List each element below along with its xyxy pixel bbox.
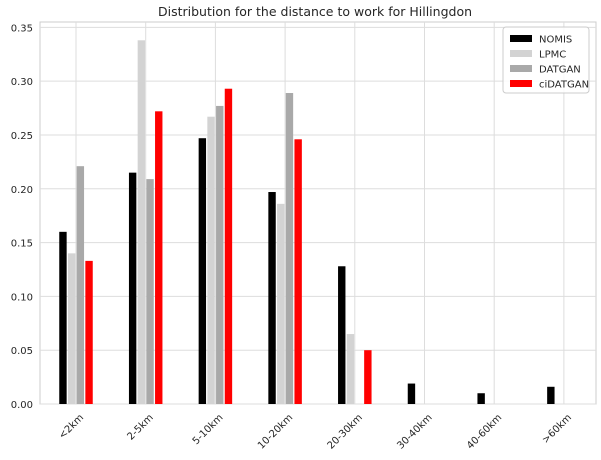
legend-swatch bbox=[510, 65, 532, 72]
y-tick-label: 0.00 bbox=[11, 400, 33, 411]
bar-lpmc bbox=[137, 40, 146, 404]
chart-title: Distribution for the distance to work fo… bbox=[158, 4, 472, 19]
x-tick-label: 20-30km bbox=[326, 412, 365, 451]
bar-nomis bbox=[407, 383, 416, 404]
y-tick-label: 0.25 bbox=[11, 131, 33, 142]
bar-datgan bbox=[76, 166, 85, 404]
y-tick-label: 0.30 bbox=[11, 77, 33, 88]
bar-datgan bbox=[285, 93, 294, 405]
bar-lpmc bbox=[67, 253, 76, 404]
x-tick-label: 30-40km bbox=[395, 412, 434, 451]
bar-nomis bbox=[477, 393, 485, 404]
bar-nomis bbox=[268, 192, 276, 404]
x-tick-label: <2km bbox=[57, 412, 86, 441]
y-tick-label: 0.35 bbox=[11, 23, 33, 34]
x-tick-label: >60km bbox=[540, 412, 574, 446]
bar-lpmc bbox=[346, 334, 355, 404]
legend-box bbox=[502, 26, 590, 94]
bar-nomis bbox=[59, 231, 67, 404]
bar-cidatgan bbox=[364, 350, 372, 404]
bar-layer bbox=[59, 40, 555, 405]
bar-nomis bbox=[547, 386, 555, 404]
y-tick-label: 0.20 bbox=[11, 185, 33, 196]
legend: NOMIS LPMC DATGAN ciDATGAN bbox=[502, 26, 590, 94]
legend-swatch bbox=[510, 35, 532, 42]
legend-label: NOMIS bbox=[539, 35, 572, 46]
x-tick-label: 10-20km bbox=[256, 412, 295, 451]
x-tick-label: 40-60km bbox=[465, 412, 504, 451]
bar-lpmc bbox=[277, 203, 285, 404]
legend-label: ciDATGAN bbox=[539, 80, 589, 91]
bar-nomis bbox=[338, 266, 346, 404]
bar-cidatgan bbox=[85, 260, 93, 404]
y-tick-label: 0.10 bbox=[11, 292, 33, 303]
bar-nomis bbox=[128, 172, 137, 404]
legend-label: DATGAN bbox=[539, 65, 581, 76]
bar-datgan bbox=[146, 179, 154, 404]
y-tick-label: 0.05 bbox=[11, 346, 33, 357]
legend-swatch bbox=[510, 80, 532, 87]
y-tick-label: 0.15 bbox=[11, 239, 33, 250]
x-tick-label: 2-5km bbox=[126, 412, 156, 442]
bar-lpmc bbox=[207, 116, 215, 404]
bar-cidatgan bbox=[155, 111, 163, 404]
bar-cidatgan bbox=[224, 88, 233, 405]
x-tick-label: 5-10km bbox=[191, 412, 226, 447]
bar-datgan bbox=[216, 105, 224, 404]
bar-nomis bbox=[198, 138, 207, 404]
legend-label: LPMC bbox=[539, 50, 566, 61]
bar-cidatgan bbox=[294, 139, 302, 404]
legend-swatch bbox=[510, 50, 532, 57]
